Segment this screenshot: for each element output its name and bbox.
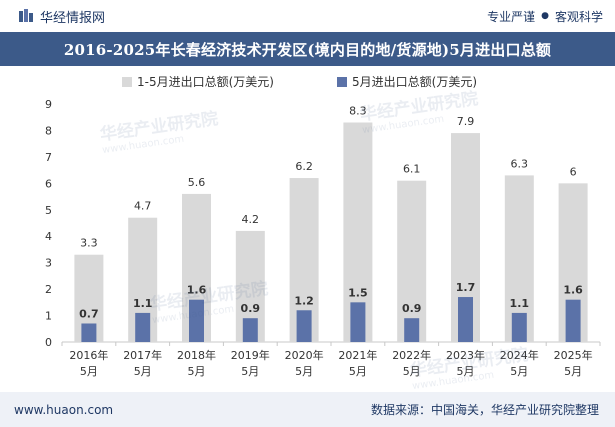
data-label-month: 0.9 bbox=[402, 302, 422, 315]
slogan-separator: ● bbox=[541, 11, 549, 21]
data-label-month: 1.1 bbox=[133, 297, 153, 310]
bar-month bbox=[242, 318, 258, 342]
data-label-month: 1.6 bbox=[563, 284, 583, 297]
chart-title-bar: 2016-2025年长春经济技术开发区(境内目的地/货源地)5月进出口总额 bbox=[0, 32, 615, 66]
data-label-month: 1.6 bbox=[187, 284, 207, 297]
bar-month bbox=[458, 297, 473, 342]
data-label-cumulative: 7.9 bbox=[457, 115, 475, 128]
y-tick-label: 9 bbox=[45, 98, 52, 111]
data-label-cumulative: 6.1 bbox=[403, 163, 421, 176]
bar-month bbox=[189, 299, 204, 342]
x-tick-label: 2018年 5月 bbox=[177, 348, 216, 378]
bar-month bbox=[404, 318, 420, 342]
x-tick-label: 2020年 5月 bbox=[285, 348, 324, 378]
bar-month bbox=[296, 310, 312, 342]
bar-month bbox=[565, 299, 581, 342]
slogan-tag-1: 专业严谨 bbox=[487, 9, 536, 24]
brand[interactable]: 华经情报网 bbox=[18, 7, 105, 26]
data-label-cumulative: 4.2 bbox=[242, 213, 260, 226]
data-label-cumulative: 6 bbox=[570, 165, 577, 178]
x-tick-label: 2016年 5月 bbox=[69, 348, 108, 378]
legend-label-month: 5月进出口总额(万美元) bbox=[352, 75, 477, 89]
data-label-month: 0.7 bbox=[79, 307, 99, 320]
x-tick-label: 2021年 5月 bbox=[338, 348, 377, 378]
footer: www.huaon.com 数据来源：中国海关，华经产业研究院整理 bbox=[0, 392, 615, 427]
y-tick-label: 3 bbox=[45, 257, 52, 270]
data-label-month: 1.2 bbox=[294, 294, 314, 307]
slogan-tag-2: 客观科学 bbox=[554, 9, 603, 24]
legend-swatch-month bbox=[337, 77, 347, 87]
data-label-month: 1.7 bbox=[456, 281, 476, 294]
data-label-cumulative: 3.3 bbox=[80, 237, 98, 250]
x-tick-label: 2017年 5月 bbox=[123, 348, 162, 378]
slogan: 专业严谨 ● 客观科学 bbox=[487, 8, 603, 25]
data-label-month: 0.9 bbox=[241, 302, 261, 315]
bar-month bbox=[350, 302, 366, 342]
y-tick-label: 4 bbox=[45, 230, 52, 243]
bar-month bbox=[135, 312, 151, 342]
bar-month bbox=[511, 312, 527, 342]
data-label-cumulative: 5.6 bbox=[188, 176, 206, 189]
y-tick-label: 0 bbox=[45, 336, 52, 349]
brand-name: 华经情报网 bbox=[40, 10, 106, 26]
data-label-month: 1.5 bbox=[348, 286, 368, 299]
top-bar: 华经情报网 专业严谨 ● 客观科学 bbox=[0, 0, 615, 32]
footer-url[interactable]: www.huaon.com bbox=[14, 402, 114, 417]
data-label-month: 1.1 bbox=[510, 297, 530, 310]
footer-source: 数据来源：中国海关，华经产业研究院整理 bbox=[370, 403, 599, 417]
y-tick-label: 1 bbox=[45, 310, 52, 323]
x-tick-label: 2022年 5月 bbox=[392, 348, 431, 378]
y-tick-label: 2 bbox=[45, 283, 52, 296]
legend-label-cumulative: 1-5月进出口总额(万美元) bbox=[137, 75, 274, 89]
x-tick-label: 2024年 5月 bbox=[500, 348, 539, 378]
x-tick-label: 2019年 5月 bbox=[231, 348, 270, 378]
data-label-cumulative: 8.3 bbox=[349, 105, 367, 118]
x-tick-label: 2023年 5月 bbox=[446, 348, 485, 378]
data-label-cumulative: 6.2 bbox=[295, 160, 313, 173]
y-tick-label: 7 bbox=[45, 151, 52, 164]
x-tick-label: 2025年 5月 bbox=[554, 348, 593, 378]
bar-month bbox=[81, 323, 97, 342]
bar-chart: 1-5月进出口总额(万美元) 5月进出口总额(万美元) 0 1 2 3 4 5 6 7 8 9 3.3 0… bbox=[45, 75, 601, 378]
data-label-cumulative: 6.3 bbox=[511, 157, 529, 170]
chart-title: 2016-2025年长春经济技术开发区(境内目的地/货源地)5月进出口总额 bbox=[63, 40, 552, 59]
legend-swatch-cumulative bbox=[122, 77, 132, 87]
y-tick-label: 5 bbox=[45, 204, 52, 217]
bar-cumulative bbox=[397, 180, 427, 342]
y-tick-label: 6 bbox=[45, 177, 52, 190]
brand-logo-icon bbox=[19, 9, 33, 22]
y-tick-label: 8 bbox=[45, 124, 52, 137]
data-label-cumulative: 4.7 bbox=[134, 200, 152, 213]
